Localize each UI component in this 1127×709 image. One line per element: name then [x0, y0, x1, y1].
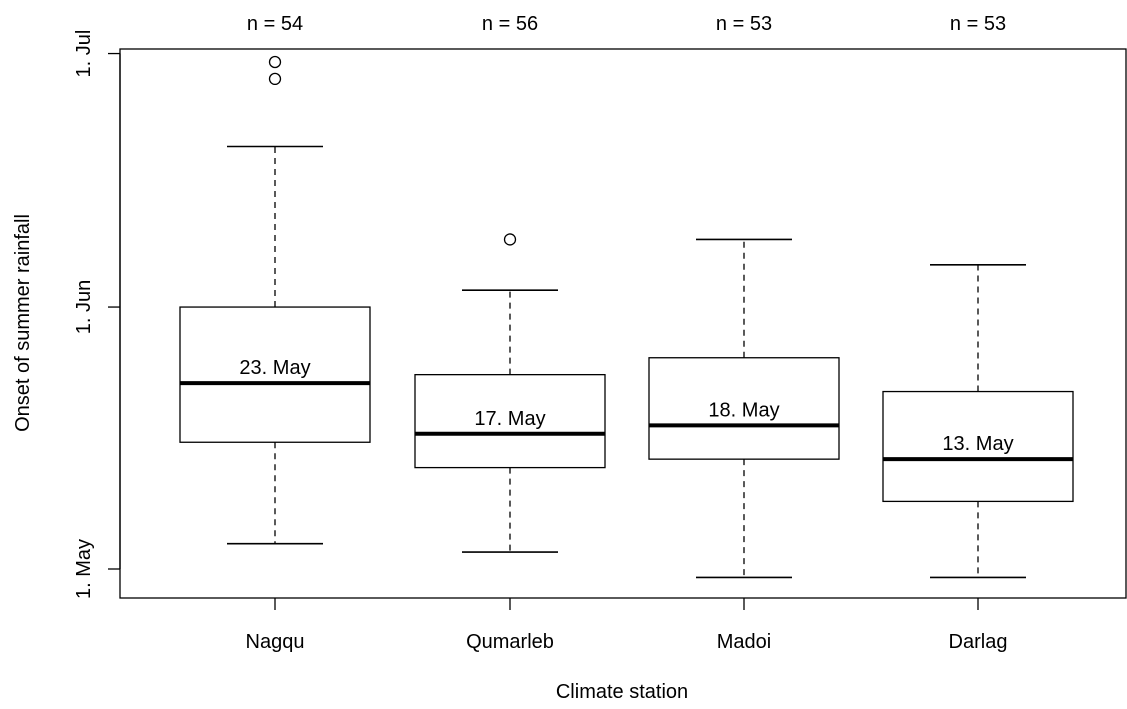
outlier-point-0 [268, 72, 282, 86]
box-nagqu: 23. May [179, 55, 371, 545]
n-label-0: n = 54 [247, 13, 303, 35]
n-label-1: n = 56 [482, 13, 538, 35]
outlier-point-1 [268, 55, 282, 69]
y-tick-label-1: 1. Jun [73, 280, 95, 334]
x-axis-title: Climate station [556, 681, 688, 703]
x-tick-label-0: Nagqu [246, 631, 305, 653]
x-tick-label-3: Darlag [949, 631, 1008, 653]
box-madoi: 18. May [648, 238, 840, 579]
box-qumarleb: 17. May [414, 233, 606, 553]
iqr-box [648, 357, 840, 460]
y-tick-label-0: 1. May [73, 539, 95, 599]
outlier-point-0 [503, 233, 517, 246]
median-label: 23. May [239, 357, 310, 379]
iqr-box [882, 390, 1074, 503]
x-tick-label-1: Qumarleb [466, 631, 554, 653]
iqr-box [179, 306, 371, 443]
y-tick-label-2: 1. Jul [73, 30, 95, 78]
boxes: 23. May 17. May 18. May 13. May [179, 55, 1074, 579]
n-label-2: n = 53 [716, 13, 772, 35]
median-label: 13. May [942, 433, 1013, 455]
y-axis: 1. May 1. Jun 1. Jul [73, 30, 121, 599]
x-axis: Nagqu n = 54 Qumarleb n = 56 Madoi n = 53 Darl… [246, 13, 1008, 653]
x-tick-label-2: Madoi [717, 631, 771, 653]
median-label: 17. May [474, 408, 545, 430]
y-axis-title: Onset of summer rainfall [12, 214, 34, 432]
n-label-3: n = 53 [950, 13, 1006, 35]
median-label: 18. May [708, 399, 779, 421]
iqr-box [414, 373, 606, 469]
box-darlag: 13. May [882, 263, 1074, 579]
